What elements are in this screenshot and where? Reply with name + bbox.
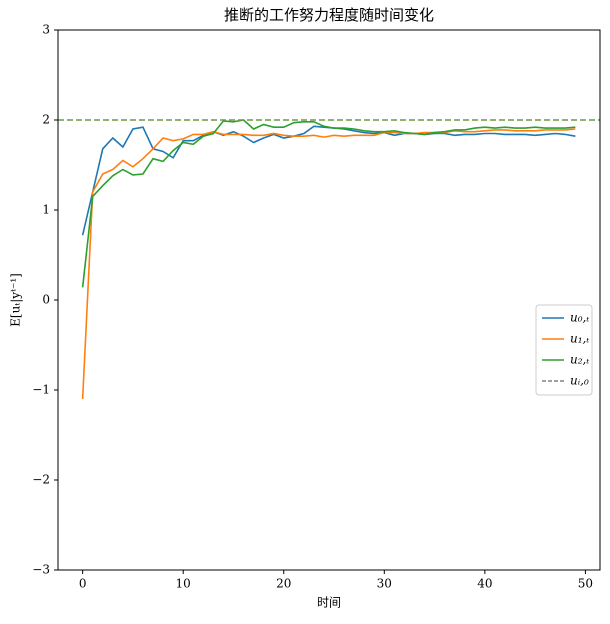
legend-box bbox=[535, 304, 593, 396]
y-tick-label: 2 bbox=[42, 113, 50, 127]
legend-label: u₀,ₜ bbox=[570, 311, 589, 325]
y-tick-label: −3 bbox=[32, 563, 50, 577]
series-line bbox=[81, 119, 576, 288]
legend-label: u₁,ₜ bbox=[570, 332, 589, 346]
y-tick-label: −2 bbox=[32, 473, 50, 487]
y-tick-label: −1 bbox=[32, 383, 50, 397]
legend-label: u₂,ₜ bbox=[570, 353, 589, 367]
x-axis-label: 时间 bbox=[317, 596, 341, 610]
y-tick-label: 0 bbox=[42, 293, 50, 307]
x-tick-label: 30 bbox=[377, 577, 392, 591]
plot-frame bbox=[57, 29, 601, 571]
x-tick-label: 0 bbox=[79, 577, 87, 591]
series-line bbox=[81, 125, 576, 236]
y-tick-label: 1 bbox=[42, 203, 50, 217]
y-tick-label: 3 bbox=[42, 23, 50, 37]
series-line bbox=[81, 128, 576, 400]
legend-label: uᵢ,₀ bbox=[570, 374, 589, 388]
x-tick-label: 40 bbox=[477, 577, 492, 591]
x-tick-label: 20 bbox=[276, 577, 291, 591]
x-tick-label: 10 bbox=[176, 577, 191, 591]
x-tick-label: 50 bbox=[578, 577, 593, 591]
y-axis-label: E[uₜ|yᵗ⁻¹] bbox=[9, 273, 23, 327]
chart-title: 推断的工作努力程度随时间变化 bbox=[224, 6, 434, 24]
